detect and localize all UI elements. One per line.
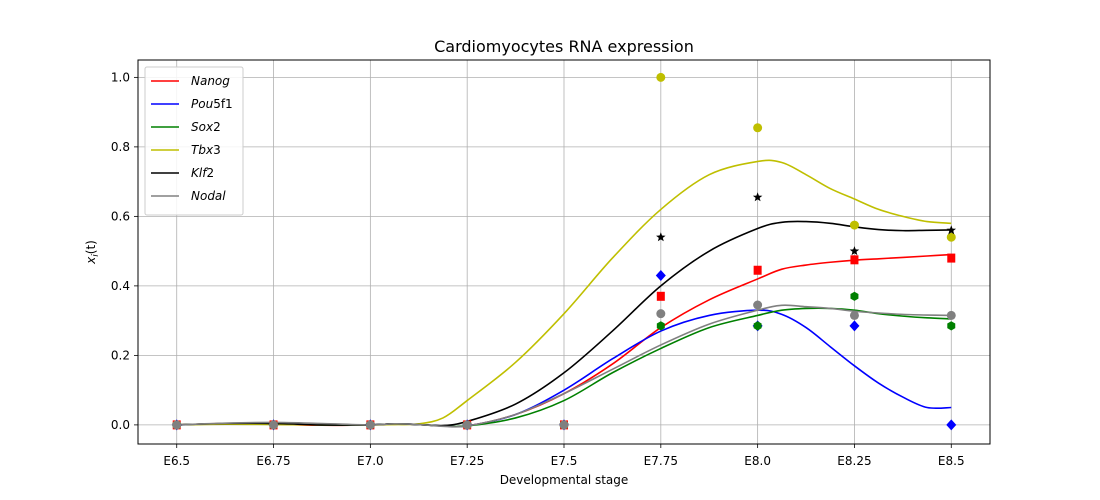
x-tick-label: E7.0 [357, 454, 384, 468]
series-nodal-point [172, 420, 182, 430]
legend-label-number: 2 [213, 120, 221, 134]
series-nodal-point [269, 420, 279, 430]
legend-entry-sox2: Sox2 [151, 120, 221, 134]
x-tick-label: E6.5 [163, 454, 190, 468]
series-pou5f1-point [946, 419, 957, 431]
series-tbx3-point [849, 220, 859, 230]
legend-label-number: 3 [213, 143, 221, 157]
legend-label-number: 5f1 [213, 97, 233, 111]
y-tick-label: 0.8 [111, 140, 130, 154]
y-axis-label-main: x [84, 256, 98, 265]
grid [138, 60, 990, 444]
legend-entry-pou5f1: Pou5f1 [151, 97, 233, 111]
series-tbx3-point [753, 123, 763, 133]
series-pou5f1-point [849, 320, 860, 332]
x-tick-label: E8.25 [837, 454, 871, 468]
series-pou5f1-point [655, 269, 666, 281]
x-tick-label: E8.5 [938, 454, 965, 468]
x-tick-label: E8.0 [744, 454, 771, 468]
y-tick-label: 0.0 [111, 418, 130, 432]
series-nodal-point [753, 300, 763, 310]
series-nodal-point [946, 310, 956, 320]
marker-layer [171, 72, 957, 431]
series-sox2-point [656, 321, 665, 331]
series-nanog-point [850, 255, 859, 265]
series-sox2-point [947, 321, 956, 331]
series-klf2-point [849, 246, 860, 256]
legend-label-name: Pou [191, 97, 214, 111]
series-nanog-point [947, 253, 956, 263]
series-layer [176, 159, 952, 428]
legend-label-name: Nodal [191, 189, 226, 203]
series-tbx3-point [946, 232, 956, 242]
x-tick-label: E7.75 [644, 454, 678, 468]
legend-label-tbx3: Tbx3 [191, 143, 221, 157]
y-axis-label-paren: (t) [84, 240, 98, 254]
legend-label-number: 2 [206, 166, 214, 180]
legend-entry-tbx3: Tbx3 [151, 143, 221, 157]
legend-entry-klf2: Klf2 [151, 166, 214, 180]
series-klf2-point [946, 225, 957, 235]
legend-label-nanog: Nanog [191, 74, 230, 88]
legend-label-name: Sox [191, 120, 214, 134]
legend-label-name: Tbx [191, 143, 214, 157]
y-tick-label: 0.4 [111, 279, 130, 293]
series-sox2-point [850, 291, 859, 301]
x-tick-label: E7.5 [551, 454, 578, 468]
x-axis-ticks: E6.5 E6.75 E7.0 E7.25 E7.5 E7.75 E8.0 E8.25 E8.5 [163, 444, 965, 468]
series-nanog-point [753, 265, 762, 275]
series-nodal-point [656, 309, 666, 319]
legend-entry-nodal: Nodal [151, 189, 226, 203]
series-line-nodal [176, 304, 952, 428]
y-axis-label-sub: i [91, 254, 101, 257]
y-tick-label: 0.6 [111, 209, 130, 223]
legend-entry-nanog: Nanog [151, 74, 230, 88]
legend-label-klf2: Klf2 [191, 166, 214, 180]
y-tick-label: 1.0 [111, 70, 130, 84]
legend-label-sox2: Sox2 [191, 120, 221, 134]
series-sox2-point [753, 321, 762, 331]
series-nodal-point [849, 310, 859, 320]
x-tick-label: E7.25 [450, 454, 484, 468]
series-nodal-point [559, 420, 569, 430]
series-tbx3-point [656, 72, 666, 82]
legend-label-name: Klf [191, 166, 208, 180]
series-nanog-point [656, 291, 665, 301]
x-tick-label: E6.75 [256, 454, 290, 468]
series-klf2-point [656, 232, 666, 242]
legend-label-nodal: Nodal [191, 189, 226, 203]
legend-label-pou5f1: Pou5f1 [191, 97, 233, 111]
y-axis-ticks: 0.0 0.2 0.4 0.6 0.8 1.0 [111, 70, 138, 432]
x-axis-label: Developmental stage [500, 473, 629, 487]
legend-label-name: Nanog [191, 74, 230, 88]
chart-title: Cardiomyocytes RNA expression [434, 37, 694, 56]
series-nodal-point [365, 420, 375, 430]
y-axis-label: xi(t) [84, 240, 101, 265]
y-tick-label: 0.2 [111, 348, 130, 362]
series-klf2-point [752, 192, 763, 202]
series-nodal-point [462, 420, 472, 430]
